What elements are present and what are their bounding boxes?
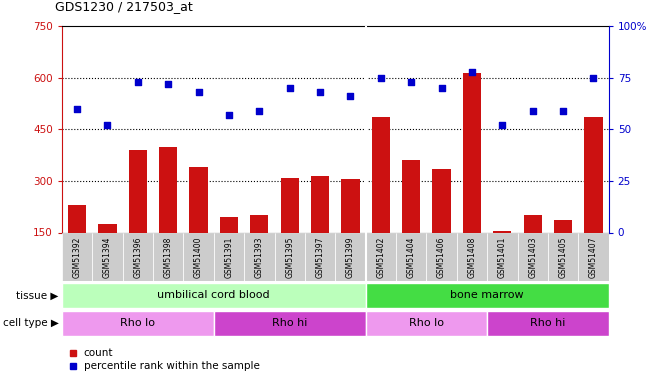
Bar [153, 232, 184, 281]
Text: percentile rank within the sample: percentile rank within the sample [84, 361, 260, 371]
Text: Rho hi: Rho hi [272, 318, 307, 328]
Text: Rho hi: Rho hi [530, 318, 566, 328]
Bar [159, 147, 177, 232]
Point [254, 108, 264, 114]
Bar [341, 179, 359, 232]
Text: cell type ▶: cell type ▶ [3, 318, 59, 328]
Point [163, 81, 173, 87]
Bar [184, 232, 214, 281]
Text: GSM51407: GSM51407 [589, 236, 598, 278]
Point [527, 108, 538, 114]
Text: GSM51403: GSM51403 [528, 236, 537, 278]
Text: GSM51402: GSM51402 [376, 236, 385, 278]
Bar [62, 232, 92, 281]
Bar [487, 311, 609, 336]
Bar [122, 232, 153, 281]
Text: GSM51391: GSM51391 [225, 236, 234, 278]
Text: Rho lo: Rho lo [120, 318, 156, 328]
Bar [493, 231, 512, 232]
Bar [523, 215, 542, 232]
Point [589, 75, 599, 81]
Bar [305, 232, 335, 281]
Point [284, 85, 295, 91]
Point [315, 89, 326, 95]
Text: Rho lo: Rho lo [409, 318, 444, 328]
Bar [214, 232, 244, 281]
Text: GSM51394: GSM51394 [103, 236, 112, 278]
Text: GSM51395: GSM51395 [285, 236, 294, 278]
Text: GSM51404: GSM51404 [407, 236, 416, 278]
Point [497, 122, 508, 128]
Bar [62, 311, 214, 336]
Bar [585, 117, 603, 232]
Bar [129, 150, 147, 232]
Point [467, 69, 477, 75]
Point [558, 108, 568, 114]
Bar [372, 117, 390, 232]
Text: GSM51393: GSM51393 [255, 236, 264, 278]
Bar [396, 232, 426, 281]
Point [345, 93, 355, 99]
Point [102, 122, 113, 128]
Text: GDS1230 / 217503_at: GDS1230 / 217503_at [55, 0, 193, 13]
Bar [311, 176, 329, 232]
Bar [281, 177, 299, 232]
Bar [366, 232, 396, 281]
Point [376, 75, 386, 81]
Bar [214, 311, 366, 336]
Text: bone marrow: bone marrow [450, 290, 524, 300]
Text: GSM51401: GSM51401 [498, 236, 507, 278]
Bar [487, 232, 518, 281]
Bar [554, 220, 572, 232]
Text: GSM51392: GSM51392 [72, 236, 81, 278]
Bar [189, 167, 208, 232]
Bar [402, 160, 421, 232]
Bar [275, 232, 305, 281]
Bar [62, 283, 366, 308]
Bar [366, 311, 487, 336]
Bar [366, 283, 609, 308]
Text: GSM51397: GSM51397 [316, 236, 325, 278]
Bar [463, 73, 481, 232]
Bar [220, 217, 238, 232]
Text: GSM51396: GSM51396 [133, 236, 143, 278]
Bar [432, 169, 450, 232]
Bar [457, 232, 487, 281]
Point [436, 85, 447, 91]
Point [193, 89, 204, 95]
Point [406, 79, 417, 85]
Text: GSM51398: GSM51398 [163, 236, 173, 278]
Text: tissue ▶: tissue ▶ [16, 290, 59, 300]
Text: GSM51406: GSM51406 [437, 236, 446, 278]
Bar [578, 232, 609, 281]
Text: GSM51399: GSM51399 [346, 236, 355, 278]
Bar [98, 224, 117, 232]
Text: GSM51400: GSM51400 [194, 236, 203, 278]
Text: GSM51408: GSM51408 [467, 236, 477, 278]
Bar [335, 232, 366, 281]
Bar [244, 232, 275, 281]
Bar [518, 232, 548, 281]
Text: count: count [84, 348, 113, 358]
Point [133, 79, 143, 85]
Text: GSM51405: GSM51405 [559, 236, 568, 278]
Bar [68, 205, 86, 232]
Bar [92, 232, 122, 281]
Bar [548, 232, 578, 281]
Text: umbilical cord blood: umbilical cord blood [158, 290, 270, 300]
Point [224, 112, 234, 118]
Bar [426, 232, 457, 281]
Bar [250, 215, 268, 232]
Point [72, 106, 82, 112]
